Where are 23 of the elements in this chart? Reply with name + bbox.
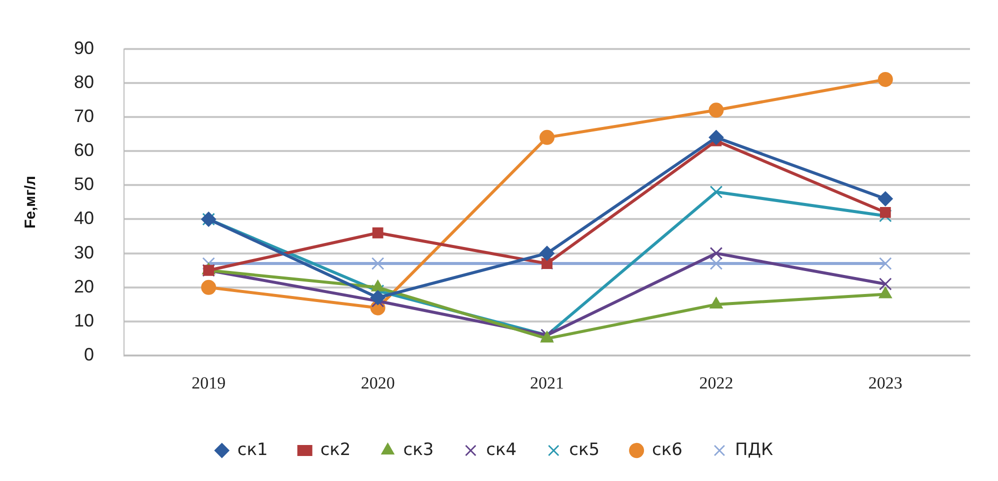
legend-label: ПДК	[734, 440, 774, 460]
y-tick-label: 0	[84, 344, 94, 365]
x-tick-label: 2019	[192, 373, 226, 392]
legend-label: ск2	[320, 440, 351, 460]
y-tick-label: 60	[74, 140, 94, 160]
legend-label: ск6	[652, 440, 682, 460]
y-axis-title: Fe,мг/л	[22, 176, 40, 229]
y-tick-label: 20	[74, 276, 94, 296]
x-tick-label: 2022	[699, 373, 734, 392]
y-tick-label: 30	[74, 242, 94, 262]
legend-label: ск3	[403, 440, 434, 460]
x-tick-label: 2020	[360, 373, 395, 392]
y-tick-label: 50	[74, 174, 94, 194]
x-tick-label: 2021	[530, 373, 564, 392]
y-tick-label: 90	[74, 38, 94, 58]
y-tick-label: 80	[74, 72, 94, 92]
legend-label: ск1	[237, 440, 268, 460]
y-tick-label: 70	[74, 106, 94, 126]
y-tick-label: 10	[74, 310, 94, 330]
y-tick-label: 40	[74, 208, 94, 228]
legend-label: ск5	[569, 440, 600, 460]
x-tick-label: 2023	[868, 373, 902, 392]
legend-label: ск4	[486, 440, 517, 460]
